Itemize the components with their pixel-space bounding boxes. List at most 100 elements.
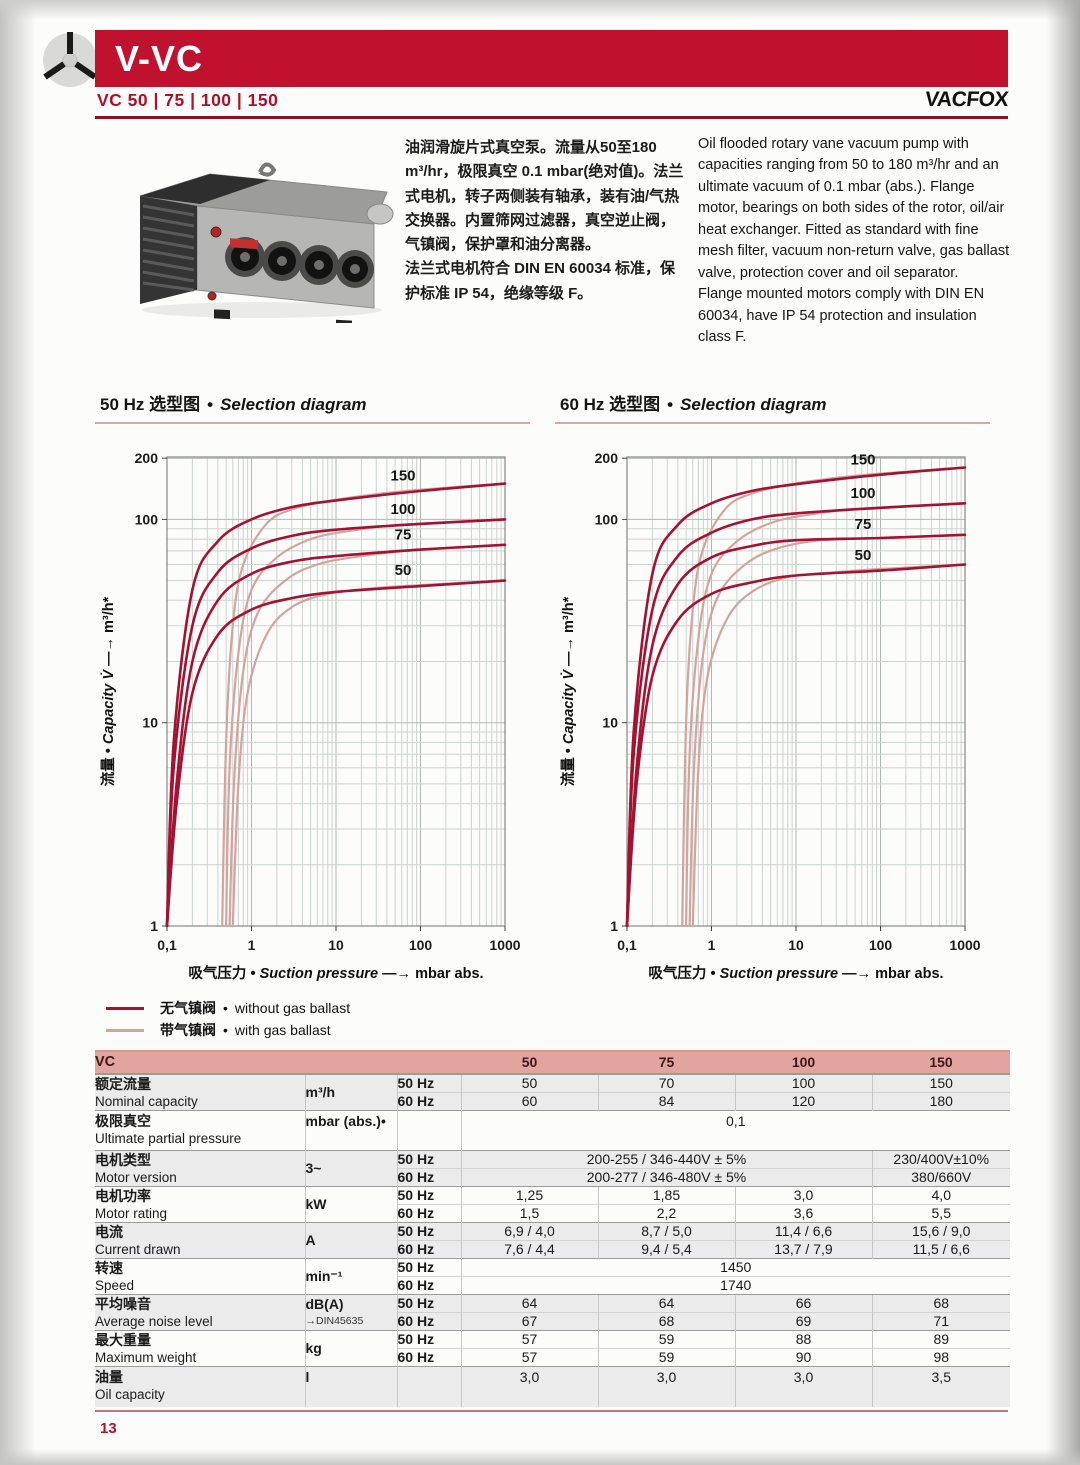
spec-unit: m³/h	[304, 1073, 397, 1111]
spec-value: 1,5	[460, 1204, 598, 1223]
spec-frequency: 60 Hz	[396, 1312, 461, 1331]
chart-title-rule-60hz	[555, 422, 990, 424]
spec-value: 1,25	[460, 1186, 598, 1205]
capacity-curve-75-without-gas-ballast	[165, 543, 507, 928]
y-tick-label: 100	[135, 511, 159, 527]
spec-value: 90	[734, 1348, 872, 1367]
spec-value: 13,7 / 7,9	[734, 1240, 872, 1259]
spec-param: 最大重量 Maximum weight	[95, 1330, 305, 1367]
spec-frequency: 50 Hz	[396, 1186, 461, 1205]
spec-value: 1,85	[597, 1186, 735, 1205]
spec-value: 200-277 / 346-480V ± 5%	[460, 1168, 872, 1187]
spec-unit: A	[304, 1222, 397, 1259]
x-tick-label: 100	[409, 937, 433, 953]
chart-title-rule-50hz	[95, 422, 530, 424]
spec-value: 84	[597, 1092, 735, 1111]
x-tick-label: 100	[869, 937, 893, 953]
spec-value: 11,5 / 6,6	[871, 1240, 1010, 1259]
capacity-curve-100-without-gas-ballast	[165, 518, 507, 928]
page-edge-shade	[0, 1449, 1080, 1465]
spec-value: 1450	[460, 1258, 1010, 1277]
spec-frequency	[396, 1366, 461, 1407]
spec-value: 3,5	[871, 1366, 1010, 1407]
spec-value: 66	[734, 1294, 872, 1313]
spec-value: 4,0	[871, 1186, 1010, 1205]
spec-value: 98	[871, 1348, 1010, 1367]
x-tick-label: 10	[328, 937, 344, 953]
curve-label-150: 150	[390, 468, 415, 485]
y-tick-label: 200	[595, 450, 619, 466]
spec-unit: dB(A) →DIN45635	[304, 1294, 397, 1331]
spec-row: 60 Hz 57 59 90 98	[95, 1348, 1010, 1367]
spec-param: 电机功率 Motor rating	[95, 1186, 305, 1223]
spec-value: 60	[460, 1092, 598, 1111]
y-tick-label: 10	[142, 715, 158, 731]
curve-label-50: 50	[395, 562, 412, 579]
spec-value: 230/400V±10%	[871, 1150, 1010, 1169]
models-subtitle: VC 50 | 75 | 100 | 150	[97, 90, 279, 110]
x-tick-label: 1000	[949, 937, 980, 953]
spec-unit: kW	[304, 1186, 397, 1223]
spec-value: 57	[460, 1330, 598, 1349]
spec-frequency: 50 Hz	[396, 1150, 461, 1169]
spec-value: 150	[871, 1073, 1010, 1093]
spec-value: 3,0	[597, 1366, 735, 1407]
capacity-curve-50-without-gas-ballast	[625, 563, 967, 928]
capacity-curve-50-with-gas-ballast	[691, 563, 967, 928]
curve-label-150: 150	[850, 452, 875, 469]
capacity-curve-150-with-gas-ballast	[681, 466, 967, 928]
spec-header-model-75: 75	[598, 1050, 735, 1075]
selection-diagram-60hz: 150 100 75 50 200 100 10 1 0,1 1 10 100 1000 吸气压力 • S…	[559, 450, 981, 982]
spec-value: 68	[597, 1312, 735, 1331]
x-tick-label: 1000	[489, 937, 520, 953]
spec-value: 59	[597, 1348, 735, 1367]
spec-frequency: 50 Hz	[396, 1222, 461, 1241]
spec-value: 9,4 / 5,4	[597, 1240, 735, 1259]
spec-frequency: 60 Hz	[396, 1276, 461, 1295]
spec-row: 额定流量 Nominal capacity m³/h 50 Hz 50 70 100 150	[95, 1073, 1010, 1111]
spec-unit: mbar (abs.)•	[304, 1110, 397, 1151]
spec-value: 0,1	[460, 1110, 1010, 1151]
x-tick-label: 1	[248, 937, 256, 953]
spec-value: 180	[871, 1092, 1010, 1111]
spec-value: 11,4 / 6,6	[734, 1222, 872, 1241]
spec-frequency: 60 Hz	[396, 1348, 461, 1367]
spec-value: 120	[734, 1092, 872, 1111]
spec-value: 3,0	[460, 1366, 598, 1407]
capacity-curve-150-with-gas-ballast	[221, 482, 507, 928]
spec-frequency: 60 Hz	[396, 1204, 461, 1223]
spec-value: 88	[734, 1330, 872, 1349]
legend-swatch-light	[106, 1028, 144, 1032]
spec-unit: min⁻¹	[304, 1258, 397, 1295]
spec-frequency: 50 Hz	[396, 1330, 461, 1349]
product-image	[139, 162, 394, 323]
spec-value: 67	[460, 1312, 598, 1331]
page-edge-shade	[1046, 0, 1080, 1465]
x-tick-label: 1	[708, 937, 716, 953]
y-tick-label: 10	[602, 715, 618, 731]
chart-title-50hz: 50 Hz 选型图 • Selection diagram	[100, 395, 367, 414]
curve-label-75: 75	[855, 516, 872, 533]
spec-value: 3,6	[734, 1204, 872, 1223]
legend-swatch-dark	[106, 1006, 144, 1010]
x-tick-label: 10	[788, 937, 804, 953]
spec-row: 60 Hz 60 84 120 180	[95, 1092, 1010, 1111]
spec-header-product: VC	[95, 1050, 461, 1075]
spec-unit: l	[304, 1366, 397, 1407]
spec-param: 转速 Speed	[95, 1258, 305, 1295]
spec-param: 电流 Current drawn	[95, 1222, 305, 1259]
capacity-curve-75-without-gas-ballast	[625, 533, 967, 928]
spec-value: 70	[597, 1073, 735, 1093]
fan-ports	[225, 237, 374, 288]
spec-value: 200-255 / 346-440V ± 5%	[460, 1150, 872, 1169]
x-tick-label: 0,1	[157, 937, 177, 953]
legend-item-without-gas-ballast: 无气镇阀 • without gas ballast	[100, 997, 350, 1019]
spec-value: 6,9 / 4,0	[460, 1222, 598, 1241]
spec-value: 8,7 / 5,0	[597, 1222, 735, 1241]
curve-label-100: 100	[850, 485, 875, 502]
page-edge-shade	[0, 0, 36, 1465]
x-axis-title: 吸气压力 • Suction pressure —→ mbar abs.	[188, 964, 483, 982]
header-rule	[95, 116, 1008, 119]
spec-row: 极限真空 Ultimate partial pressure mbar (abs.)…	[95, 1110, 1010, 1151]
